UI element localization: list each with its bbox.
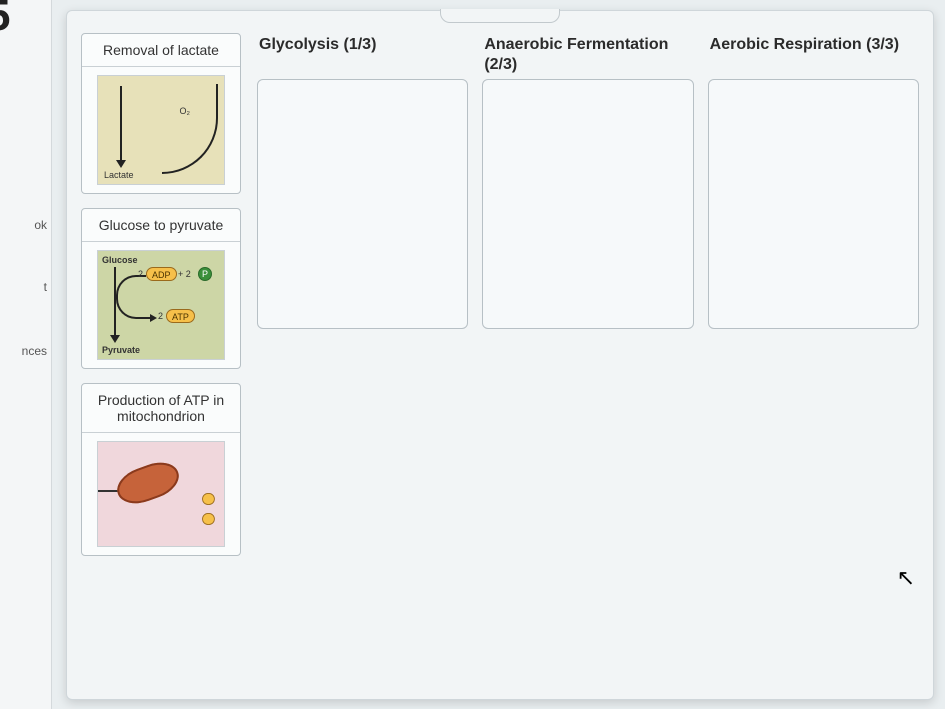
zone-anaerobic: Anaerobic Fermentation (2/3) xyxy=(482,33,693,329)
mitochondrion-diagram xyxy=(97,441,225,547)
card-thumb xyxy=(82,433,240,555)
drop-target-glycolysis[interactable] xyxy=(257,79,468,329)
arrow-right-icon xyxy=(150,314,157,322)
small-pill xyxy=(203,513,215,525)
plus-label: + 2 xyxy=(178,269,191,279)
card-title: Glucose to pyruvate xyxy=(82,209,240,242)
atp-prefix: 2 xyxy=(158,311,163,321)
left-nav-fragment: 5 ok t nces xyxy=(0,0,52,709)
branch-line xyxy=(116,299,152,319)
drop-target-anaerobic[interactable] xyxy=(482,79,693,329)
adp-prefix: 2 xyxy=(138,269,143,279)
down-arrow-icon xyxy=(120,86,122,166)
panel-tab-notch xyxy=(440,9,560,23)
card-glucose-to-pyruvate[interactable]: Glucose to pyruvate Glucose 2 ADP + 2 P … xyxy=(81,208,241,369)
small-pill xyxy=(203,493,215,505)
nav-text-fragment: nces xyxy=(22,344,47,358)
card-thumb: Glucose 2 ADP + 2 P 2 ATP Pyruvate xyxy=(82,242,240,368)
curve-line xyxy=(162,84,218,174)
glucose-label: Glucose xyxy=(102,255,138,265)
card-removal-of-lactate[interactable]: Removal of lactate O₂ Lactate xyxy=(81,33,241,194)
atp-pill: ATP xyxy=(166,309,195,323)
adp-pill: ADP xyxy=(146,267,177,281)
draggable-cards-column: Removal of lactate O₂ Lactate Glucose to… xyxy=(81,33,241,556)
question-number-fragment: 5 xyxy=(0,0,10,38)
lactate-label: Lactate xyxy=(104,170,134,180)
nav-text-fragment: ok xyxy=(34,218,47,232)
phosphate-icon: P xyxy=(198,267,212,281)
zone-title: Glycolysis (1/3) xyxy=(257,33,468,79)
drop-zones-row: Glycolysis (1/3) Anaerobic Fermentation … xyxy=(257,33,919,329)
card-atp-mitochondrion[interactable]: Production of ATP in mitochondrion xyxy=(81,383,241,556)
zone-title: Anaerobic Fermentation (2/3) xyxy=(482,33,693,79)
card-title: Production of ATP in mitochondrion xyxy=(82,384,240,433)
card-title: Removal of lactate xyxy=(82,34,240,67)
card-thumb: O₂ Lactate xyxy=(82,67,240,193)
pyruvate-label: Pyruvate xyxy=(102,345,140,355)
lactate-diagram: O₂ Lactate xyxy=(97,75,225,185)
glycolysis-diagram: Glucose 2 ADP + 2 P 2 ATP Pyruvate xyxy=(97,250,225,360)
zone-aerobic: Aerobic Respiration (3/3) xyxy=(708,33,919,329)
o2-label: O₂ xyxy=(180,106,191,116)
mitochondrion-icon xyxy=(112,456,184,510)
activity-panel: Removal of lactate O₂ Lactate Glucose to… xyxy=(66,10,934,700)
zone-title: Aerobic Respiration (3/3) xyxy=(708,33,919,79)
nav-text-fragment: t xyxy=(44,280,47,294)
drop-target-aerobic[interactable] xyxy=(708,79,919,329)
cursor-icon: ↖ xyxy=(897,565,915,591)
zone-glycolysis: Glycolysis (1/3) xyxy=(257,33,468,329)
